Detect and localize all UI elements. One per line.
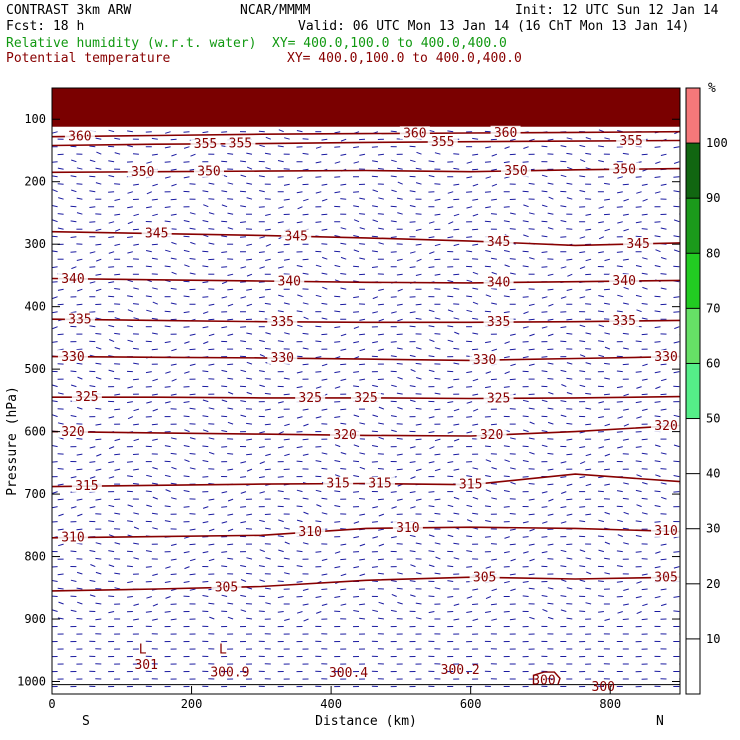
model-title: CONTRAST 3km ARW <box>6 3 131 18</box>
rh-xsect-coords: XY= 400.0,100.0 to 400.0,400.0 <box>272 36 507 51</box>
relative-humidity-fill <box>52 88 680 127</box>
rh-field-label: Relative humidity (w.r.t. water) <box>6 36 256 51</box>
theta-xsect-coords: XY= 400.0,100.0 to 400.0,400.0 <box>287 51 522 66</box>
theta-field-label: Potential temperature <box>6 51 171 66</box>
forecast-hour: Fcst: 18 h <box>6 19 84 34</box>
init-time: Init: 12 UTC Sun 12 Jan 14 <box>515 3 719 18</box>
valid-time: Valid: 06 UTC Mon 13 Jan 14 (16 ChT Mon … <box>298 19 689 34</box>
org-title: NCAR/MMMM <box>240 3 311 18</box>
